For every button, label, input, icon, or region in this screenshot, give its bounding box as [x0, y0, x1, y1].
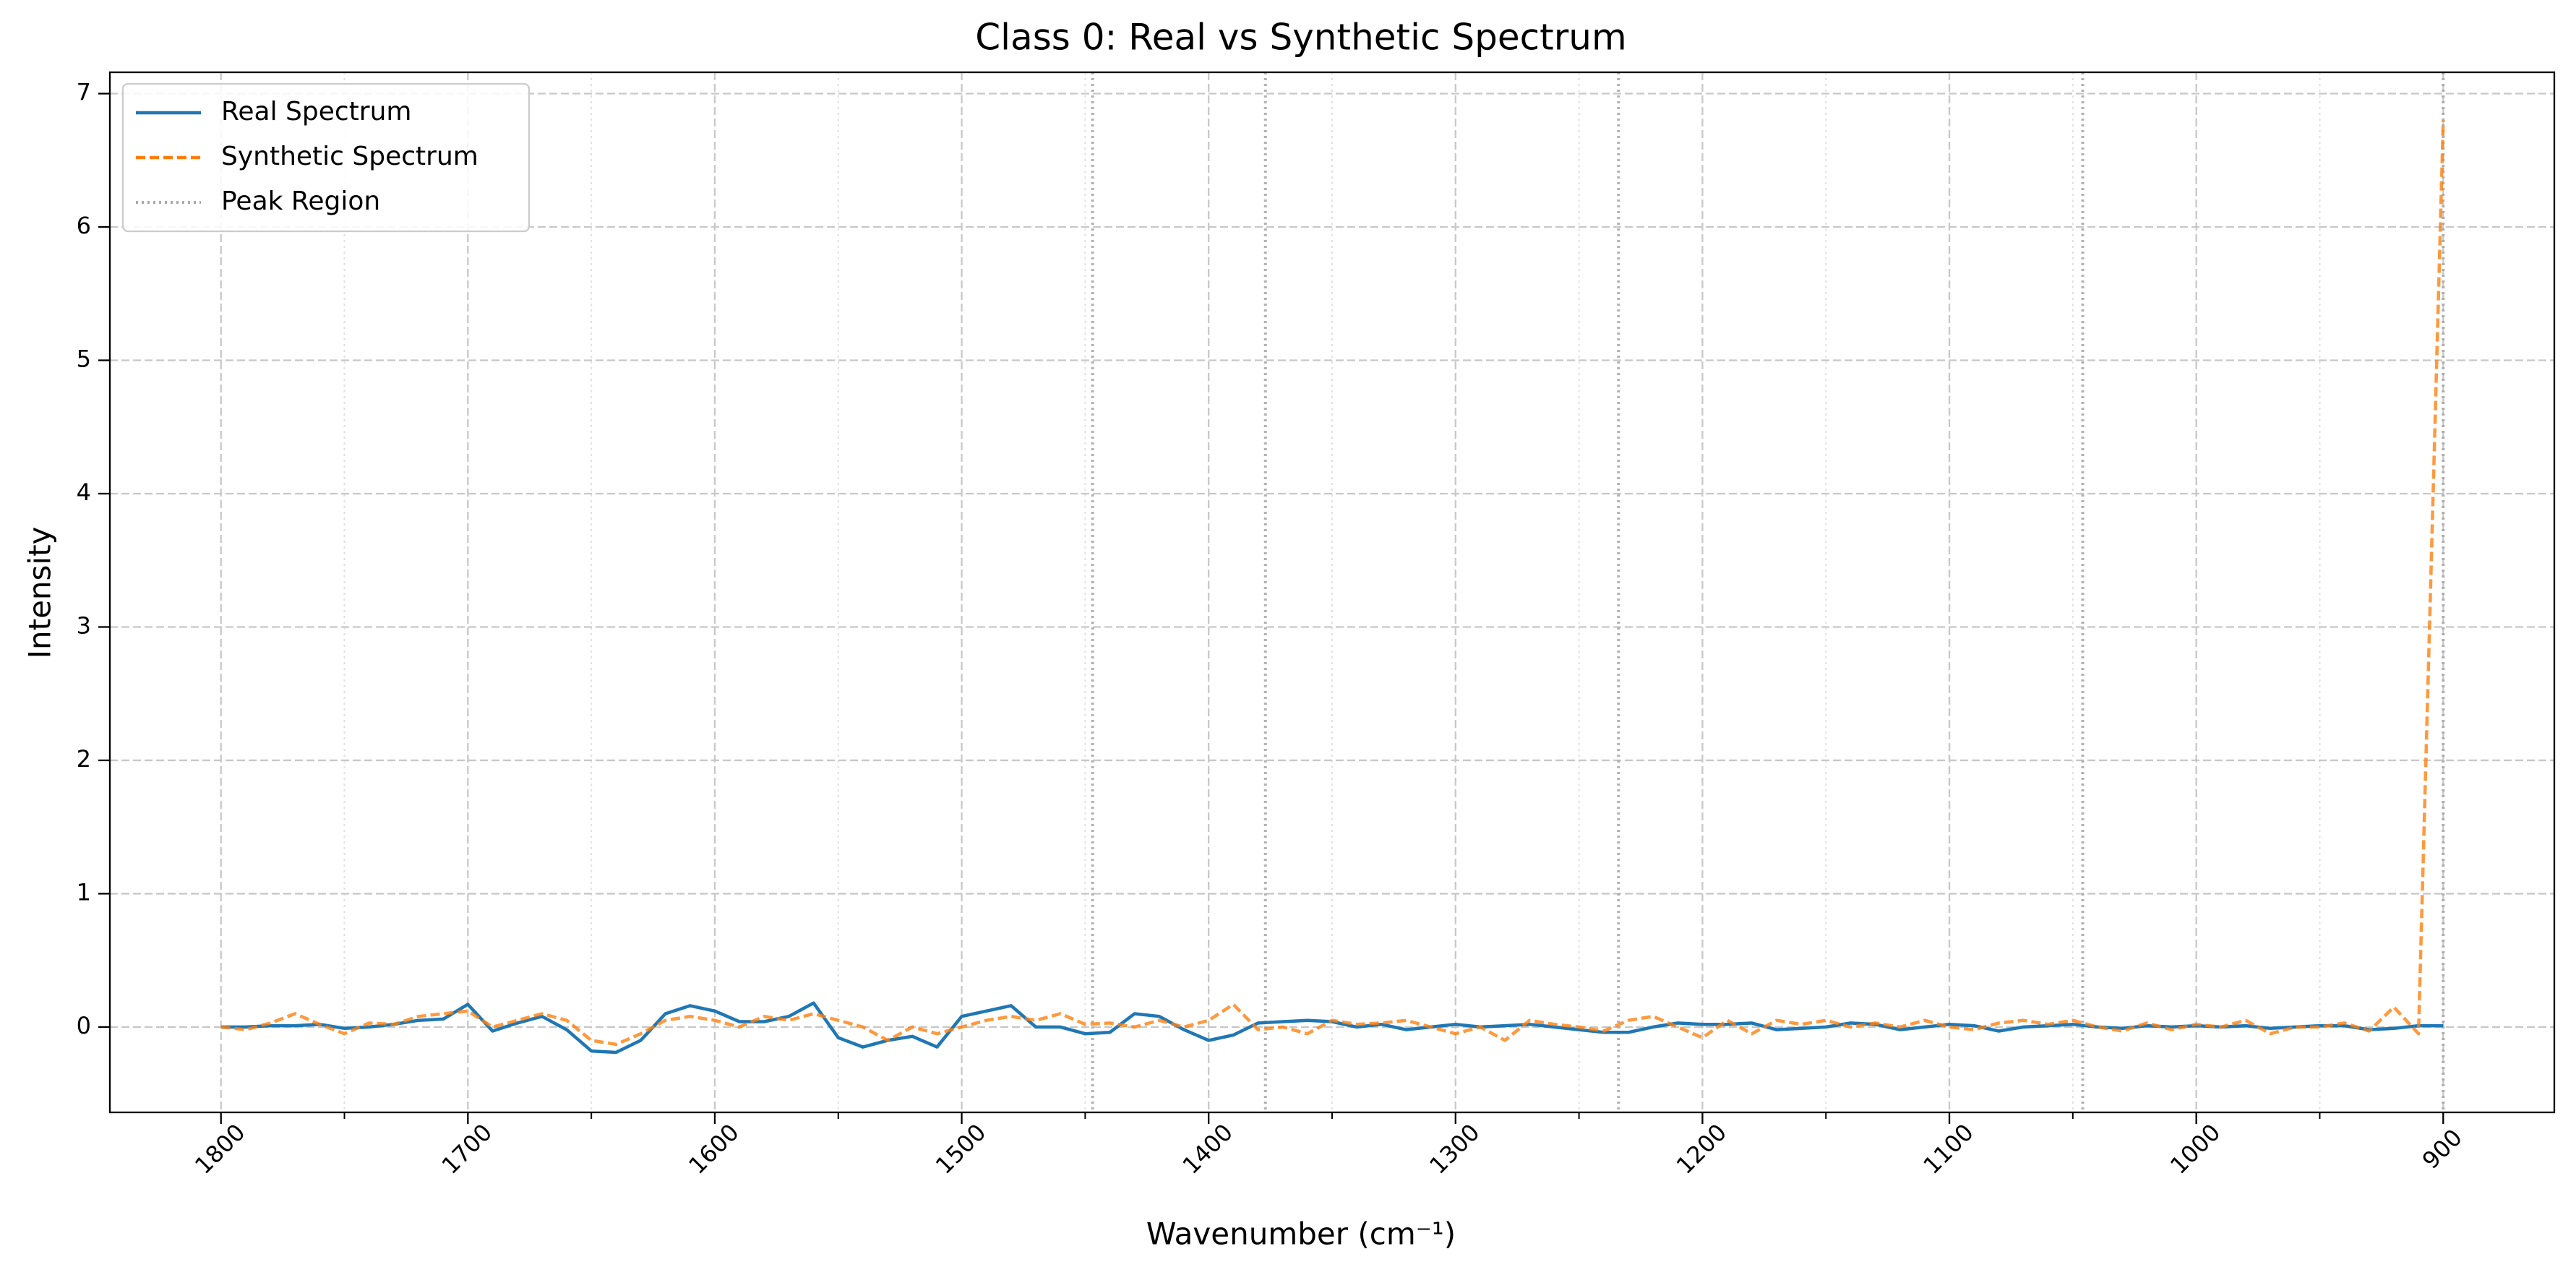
legend-box: [121, 82, 531, 233]
x-tick-label: 1200: [1671, 1118, 1732, 1179]
legend-label: Synthetic Spectrum: [221, 142, 478, 171]
x-tick-label: 1000: [2165, 1118, 2225, 1179]
y-tick-label: 3: [77, 611, 91, 639]
y-tick-label: 4: [77, 478, 91, 506]
y-tick-label: 0: [77, 1012, 91, 1039]
plot-frame: [108, 71, 2556, 1114]
x-tick-label: 1500: [930, 1118, 991, 1179]
series-line: [220, 120, 2445, 1047]
y-tick-label: 2: [77, 745, 91, 773]
legend-label: Peak Region: [221, 186, 380, 216]
y-axis-label: Intensity: [22, 527, 58, 659]
x-tick-label: 900: [2417, 1124, 2468, 1175]
x-tick-label: 1600: [683, 1118, 744, 1179]
y-tick-label: 6: [77, 212, 91, 239]
x-tick-label: 1300: [1424, 1118, 1485, 1179]
chart-title: Class 0: Real vs Synthetic Spectrum: [975, 17, 1626, 59]
y-tick-label: 1: [77, 878, 91, 906]
y-tick-label: 7: [77, 79, 91, 106]
x-tick-label: 1400: [1177, 1118, 1238, 1179]
x-tick-label: 1800: [189, 1118, 250, 1179]
x-tick-label: 1700: [437, 1118, 497, 1179]
x-axis-label: Wavenumber (cm⁻¹): [1146, 1216, 1456, 1252]
y-tick-label: 5: [77, 345, 91, 372]
x-tick-label: 1100: [1918, 1118, 1978, 1179]
legend-label: Real Spectrum: [221, 97, 412, 126]
